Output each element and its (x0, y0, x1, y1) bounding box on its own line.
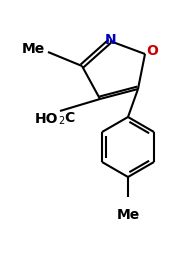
Text: Me: Me (116, 208, 140, 222)
Text: HO: HO (35, 112, 58, 126)
Text: Me: Me (22, 42, 45, 56)
Text: O: O (146, 44, 158, 58)
Text: N: N (105, 33, 117, 47)
Text: $_2$C: $_2$C (58, 111, 76, 127)
